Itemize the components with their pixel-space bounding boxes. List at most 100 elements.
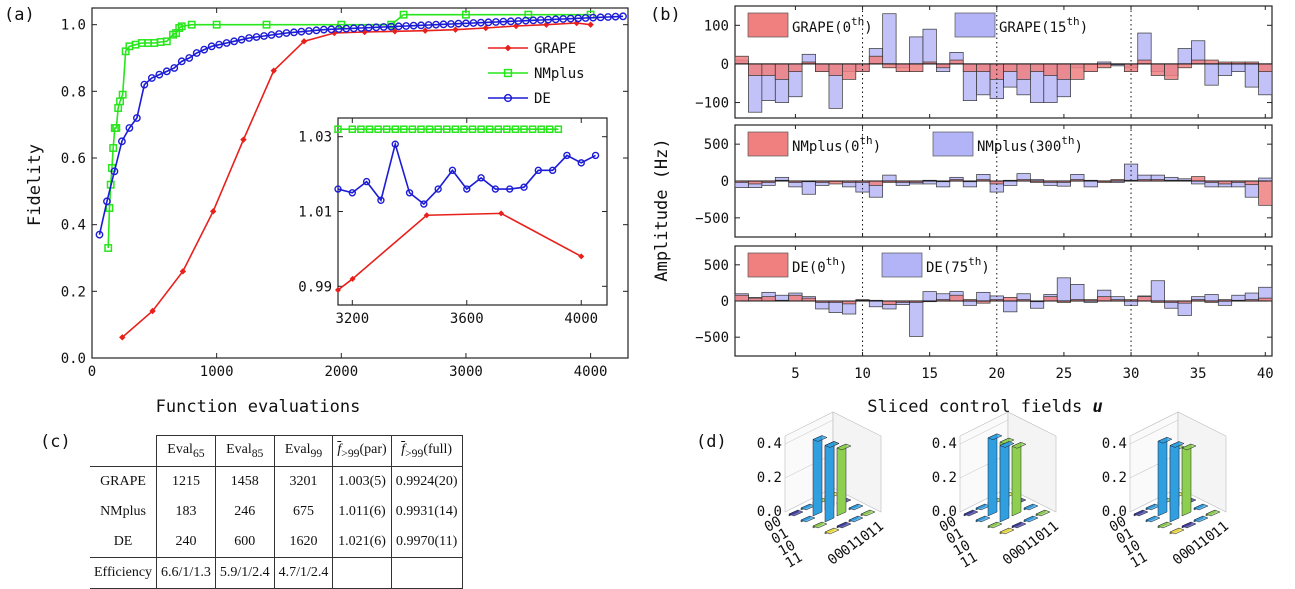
b-xtick-label: 5 xyxy=(791,366,799,382)
a-de-point xyxy=(200,45,209,54)
legend-marker-nmplus xyxy=(503,68,513,78)
density-bar-top xyxy=(1157,521,1173,529)
density-bar-top xyxy=(963,509,979,517)
inset-de-point xyxy=(448,166,457,175)
density-ztick-label: 0.4 xyxy=(1102,436,1127,452)
a-de-point xyxy=(394,22,403,31)
density-bar-face xyxy=(1157,436,1168,517)
a-de-point xyxy=(574,14,583,23)
a-de-point xyxy=(581,14,590,22)
table-cell xyxy=(390,557,463,589)
inset-nmplus-point xyxy=(503,125,511,133)
table-header-row: Eval65 Eval85 Eval99 f>99(par) f>99(full) xyxy=(90,435,463,467)
a-de-point xyxy=(334,25,343,33)
table-cell: DE xyxy=(90,527,158,558)
inset-de-point xyxy=(491,185,500,193)
bar-final xyxy=(1137,32,1152,65)
panel-a-label: (a) xyxy=(4,5,35,25)
legend-label-end: ) xyxy=(981,260,989,276)
density-bar-top xyxy=(1011,521,1027,529)
a-de-point xyxy=(147,74,156,82)
b-ytick-label: −500 xyxy=(695,211,729,227)
a-grape-point xyxy=(512,22,520,30)
density-bar-top xyxy=(812,435,828,442)
density-bar-top xyxy=(824,527,840,535)
inset-ytick-label: 1.03 xyxy=(298,130,332,146)
header-symbol: f xyxy=(401,442,406,458)
panel-b-xlabel-text: Sliced control fields xyxy=(867,397,1092,417)
density-ztick-label: 0.0 xyxy=(757,504,782,520)
a-de-point xyxy=(424,21,433,29)
legend-label: NMplus(0th) xyxy=(792,134,881,155)
panel-b-xlabel-var: u xyxy=(1092,397,1102,417)
b-xtick-label: 25 xyxy=(1055,366,1072,382)
inset-nmplus-point xyxy=(485,125,494,133)
a-de-point xyxy=(536,16,545,24)
bar-initial xyxy=(1056,63,1071,80)
bar-final xyxy=(1056,277,1071,302)
inset-nmplus-point xyxy=(425,125,434,133)
a-nmplus-point xyxy=(399,10,408,19)
density-bar-top xyxy=(1181,443,1197,451)
a-de-point xyxy=(297,27,306,36)
bar-initial xyxy=(909,63,924,73)
panel-b-chart: (b) Amplitude (Hz) Sliced control fields… xyxy=(650,5,1274,417)
bar-final xyxy=(909,300,924,337)
bar-initial xyxy=(1177,63,1192,69)
legend-label-end: ) xyxy=(873,139,881,155)
a-de-point xyxy=(275,30,283,38)
header-sub: >99 xyxy=(341,446,360,460)
inset-ytick-label: 0.99 xyxy=(298,279,332,295)
density-ztick-label: 0.2 xyxy=(757,470,782,486)
legend-swatch xyxy=(881,252,923,278)
a-de-point xyxy=(462,19,470,28)
bar-initial xyxy=(842,63,857,80)
density-row-label: 10 xyxy=(1121,537,1144,559)
a-de-point xyxy=(192,49,201,57)
a-de-point xyxy=(95,230,104,239)
table-cell: 600 xyxy=(214,527,275,558)
inset-nmplus-point xyxy=(400,125,408,133)
b-ytick-label: 100 xyxy=(704,18,729,34)
a-de-point xyxy=(596,13,605,22)
a-de-point xyxy=(282,29,291,37)
table-cell: 0.9924(20) xyxy=(390,466,463,497)
a-de-point xyxy=(387,22,396,31)
a-de-point xyxy=(566,14,575,23)
a-nmplus-point xyxy=(109,144,118,152)
inset-de-point xyxy=(591,151,600,160)
inset-xtick-label: 3200 xyxy=(335,311,369,327)
density-ztick-label: 0.0 xyxy=(932,504,957,520)
a-xtick-label: 3000 xyxy=(449,364,483,380)
panel-d-label: (d) xyxy=(696,432,727,452)
a-nmplus-point xyxy=(187,20,196,29)
density-bar-face xyxy=(1011,441,1022,517)
density-bar-top xyxy=(987,521,1003,529)
density-bar-top xyxy=(1169,441,1185,448)
table-header-cell: Eval65 xyxy=(156,435,216,467)
density-bar-top xyxy=(987,433,1003,441)
bar-initial xyxy=(774,63,790,80)
bar-final xyxy=(976,291,991,302)
a-ytick-label: 0.8 xyxy=(61,84,86,100)
table-cell: 1.011(6) xyxy=(332,497,392,527)
b-ytick-label: −500 xyxy=(695,330,729,346)
a-grape-point xyxy=(300,38,308,45)
inset-nmplus-point xyxy=(365,125,374,133)
a-de-point xyxy=(521,16,530,25)
a-de-point xyxy=(417,21,425,30)
a-de-point xyxy=(559,15,568,23)
a-nmplus-point xyxy=(162,37,171,46)
bar-final xyxy=(922,291,937,302)
inset-nmplus-point xyxy=(391,125,399,133)
inset-nmplus-point xyxy=(511,125,520,133)
inset-de-point xyxy=(477,174,485,182)
density-grid-line xyxy=(959,419,1009,445)
header-main: Eval xyxy=(284,442,311,458)
bar-final xyxy=(1217,300,1233,306)
a-nmplus-point xyxy=(262,20,271,29)
inset-de-point xyxy=(577,159,585,167)
a-de-point xyxy=(469,19,478,27)
